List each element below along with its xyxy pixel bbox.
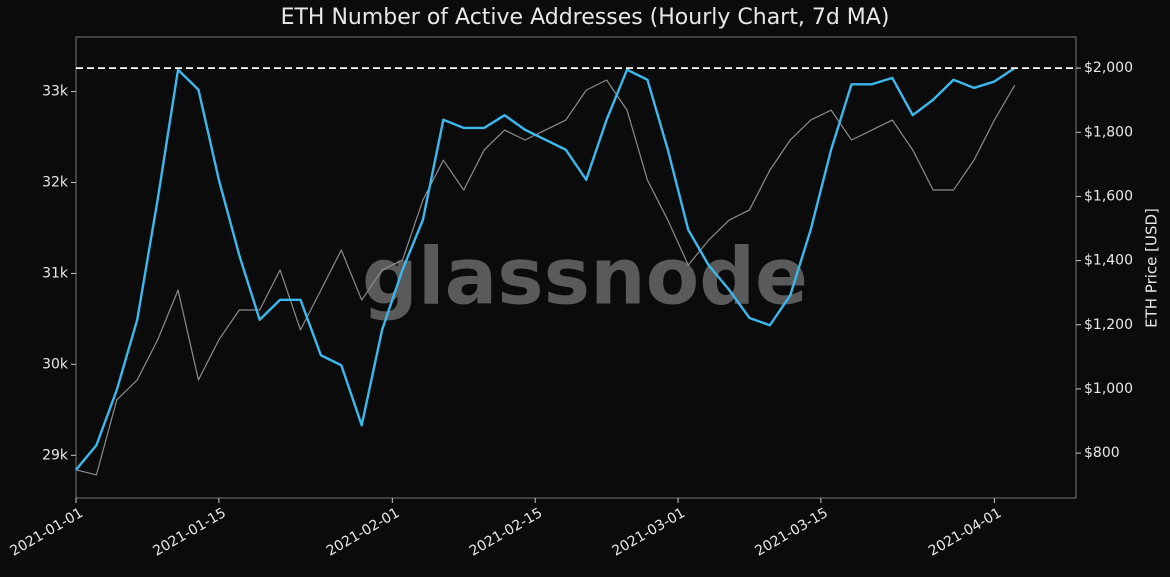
y2-tick-label: $800 — [1084, 445, 1120, 461]
y2-tick-label: $1,000 — [1084, 381, 1133, 397]
y2-tick-label: $1,400 — [1084, 253, 1133, 269]
y2-tick-label: $1,200 — [1084, 317, 1133, 333]
chart-title: ETH Number of Active Addresses (Hourly C… — [281, 5, 890, 30]
y2-tick-label: $1,800 — [1084, 124, 1133, 140]
y-tick-label: 29k — [42, 447, 69, 463]
data-line — [75, 79, 1016, 476]
watermark: glassnode — [362, 232, 808, 322]
plot-frame — [75, 36, 1077, 499]
y-tick-label: 30k — [42, 356, 69, 372]
y2-tick-label: $1,600 — [1084, 188, 1133, 204]
y-tick-label: 32k — [42, 174, 69, 190]
y-tick-label: 31k — [42, 265, 69, 281]
y-tick-label: 33k — [42, 84, 69, 100]
y2-tick-label: $2,000 — [1084, 60, 1133, 76]
y2-axis-label: ETH Price [USD] — [1143, 208, 1161, 328]
data-line — [75, 66, 1016, 471]
